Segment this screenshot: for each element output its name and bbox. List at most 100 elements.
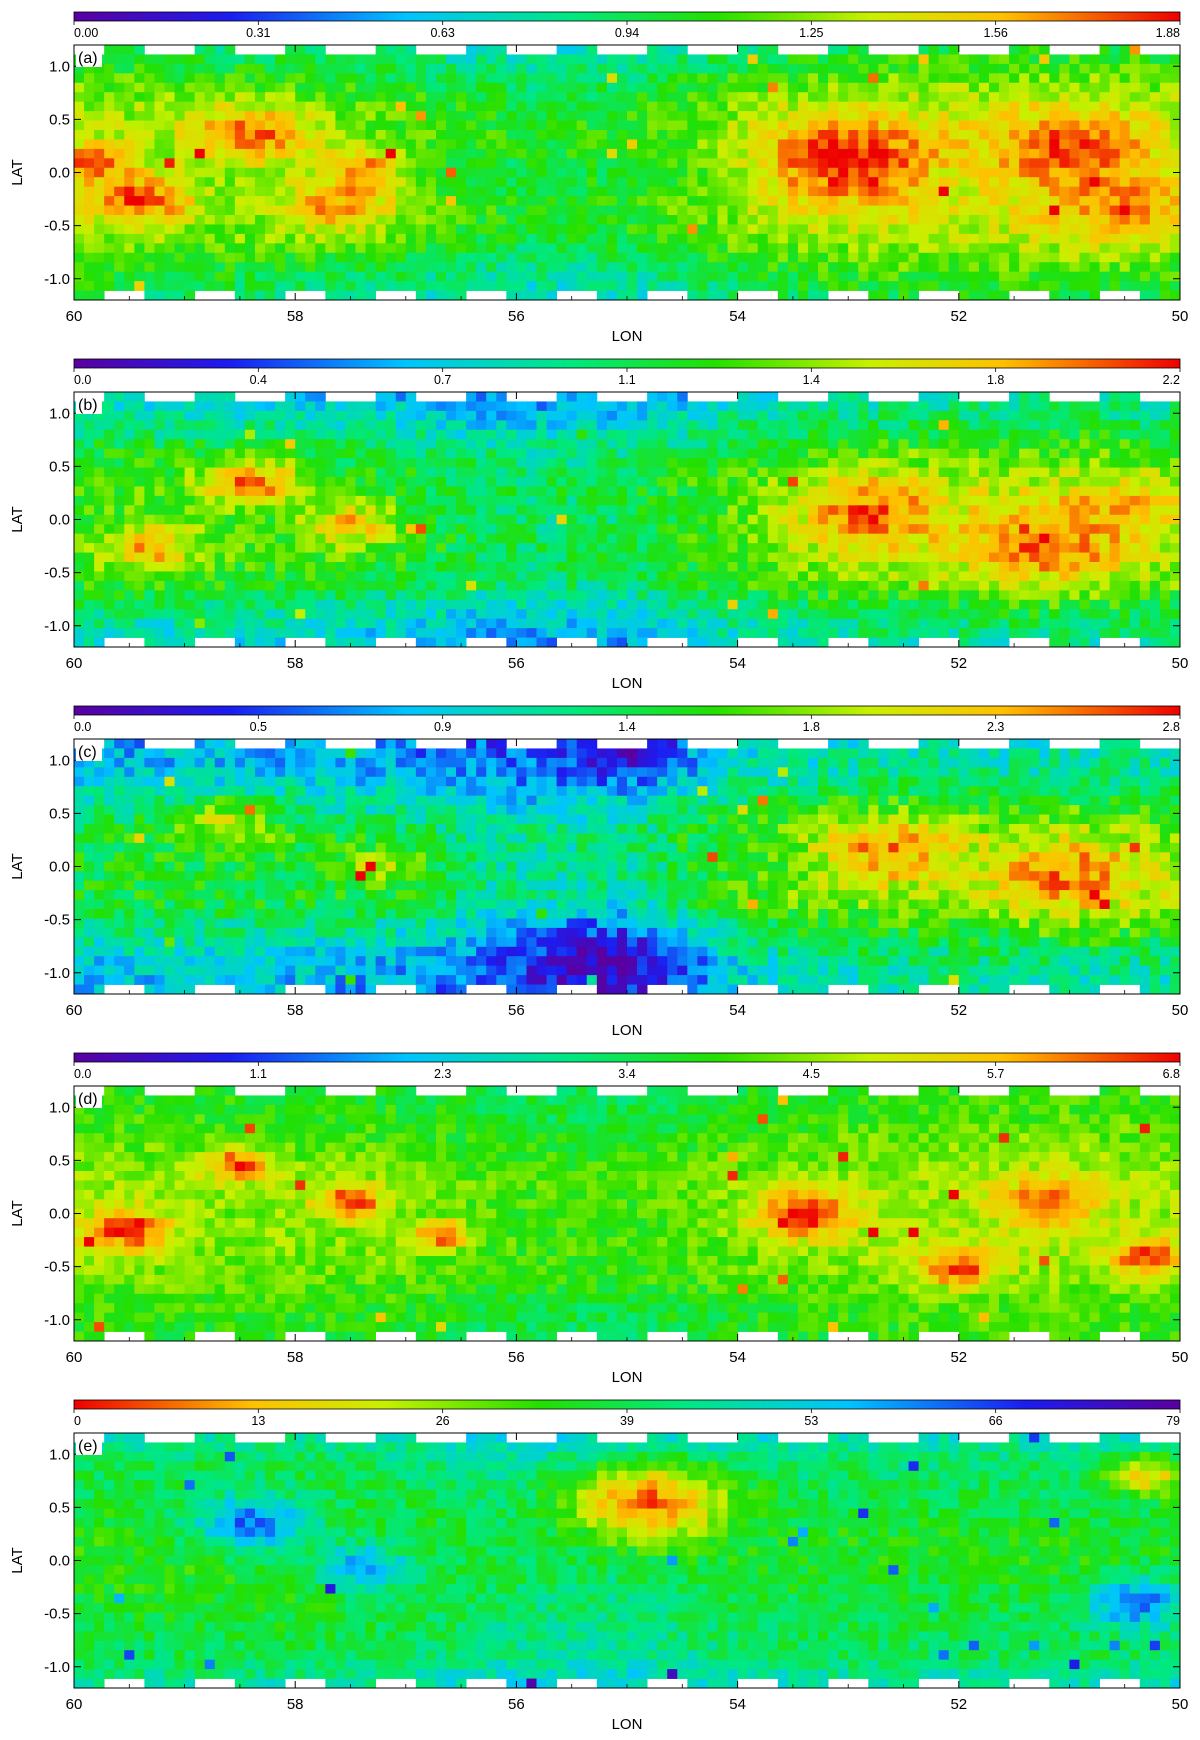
heatmap-cell [425, 458, 437, 468]
heatmap-cell [275, 458, 286, 468]
heatmap-cell [637, 467, 648, 478]
heatmap-cell [1159, 63, 1171, 74]
heatmap-cell [1159, 477, 1171, 487]
heatmap-cell [375, 477, 387, 487]
heatmap-cell [486, 552, 497, 563]
heatmap-cell [154, 205, 165, 216]
heatmap-cell [466, 243, 477, 254]
heatmap-cell [818, 63, 829, 74]
heatmap-cell [415, 101, 427, 112]
heatmap-cell [868, 215, 879, 225]
heatmap-cell [456, 252, 467, 263]
heatmap-cell [395, 514, 407, 525]
heatmap-cell [586, 63, 598, 74]
heatmap-cell [596, 101, 608, 112]
heatmap-cell [848, 562, 859, 572]
heatmap-cell [999, 420, 1010, 431]
heatmap-cell [214, 233, 226, 244]
heatmap-cell [174, 401, 185, 412]
heatmap-cell [687, 505, 698, 516]
heatmap-cell [526, 524, 537, 535]
heatmap-cell [476, 139, 487, 150]
heatmap-cell [637, 524, 648, 535]
heatmap-cell [335, 92, 346, 103]
heatmap-cell [898, 271, 909, 282]
heatmap-cell [978, 252, 990, 263]
heatmap-cell [1159, 448, 1171, 459]
heatmap-cell [335, 148, 346, 159]
heatmap-cell [385, 505, 397, 516]
heatmap-cell [164, 130, 175, 140]
heatmap-cell [1019, 439, 1030, 450]
heatmap-cell [767, 233, 779, 244]
heatmap-cell [948, 543, 960, 553]
heatmap-cell [908, 486, 919, 497]
heatmap-cell [325, 92, 336, 103]
heatmap-cell [184, 224, 196, 235]
heatmap-cell [606, 486, 618, 497]
heatmap-cell [878, 82, 889, 93]
heatmap-cell [1169, 562, 1181, 572]
heatmap-cell [395, 543, 407, 553]
heatmap-cell [335, 505, 346, 516]
heatmap-cell [134, 552, 145, 563]
heatmap-cell [898, 196, 909, 206]
heatmap-cell [365, 562, 377, 572]
heatmap-cell [978, 495, 990, 506]
heatmap-cell [466, 54, 477, 65]
heatmap-cell [828, 73, 839, 84]
heatmap-cell [818, 92, 829, 103]
heatmap-cell [496, 148, 507, 159]
heatmap-cell [566, 392, 578, 402]
colorbar-tick-label: 0.63 [430, 26, 454, 40]
heatmap-cell [717, 148, 728, 159]
heatmap-cell [254, 495, 266, 506]
heatmap-cell [305, 271, 316, 282]
heatmap-cell [254, 562, 266, 572]
heatmap-cell [616, 101, 628, 112]
heatmap-cell [1059, 401, 1070, 412]
heatmap-cell [345, 262, 356, 273]
heatmap-cell [868, 167, 879, 178]
heatmap-cell [446, 410, 457, 421]
heatmap-cell [627, 92, 638, 103]
heatmap-cell [305, 130, 316, 140]
heatmap-cell [526, 271, 537, 282]
heatmap-cell [838, 205, 849, 216]
heatmap-cell [838, 533, 849, 544]
heatmap-cell [1079, 111, 1090, 121]
heatmap-cell [898, 552, 909, 563]
heatmap-cell [184, 167, 196, 178]
heatmap-cell [74, 120, 85, 131]
heatmap-cell [345, 448, 356, 459]
heatmap-cell [114, 101, 125, 112]
heatmap-cell [1139, 167, 1151, 178]
heatmap-cell [536, 543, 547, 553]
heatmap-cell [405, 177, 417, 188]
heatmap-cell [194, 552, 206, 563]
heatmap-cell [637, 167, 648, 178]
heatmap-cell [446, 252, 457, 263]
heatmap-cell [506, 120, 517, 131]
heatmap-cell [285, 73, 296, 84]
heatmap-cell [275, 120, 286, 131]
heatmap-cell [385, 82, 397, 93]
heatmap-cell [254, 262, 266, 273]
heatmap-cell [938, 467, 950, 478]
heatmap-cell [446, 271, 457, 282]
heatmap-cell [727, 420, 738, 431]
heatmap-cell [1129, 130, 1141, 140]
heatmap-cell [697, 281, 708, 291]
heatmap-cell [908, 177, 919, 188]
heatmap-cell [1109, 196, 1121, 206]
heatmap-cell [667, 73, 678, 84]
heatmap-cell [1159, 120, 1171, 131]
heatmap-cell [637, 196, 648, 206]
heatmap-cell [1069, 177, 1080, 188]
heatmap-cell [777, 205, 789, 216]
heatmap-cell [446, 130, 457, 140]
heatmap-cell [1099, 252, 1111, 263]
heatmap-cell [948, 552, 960, 563]
heatmap-cell [908, 54, 919, 65]
heatmap-cell [94, 533, 105, 544]
